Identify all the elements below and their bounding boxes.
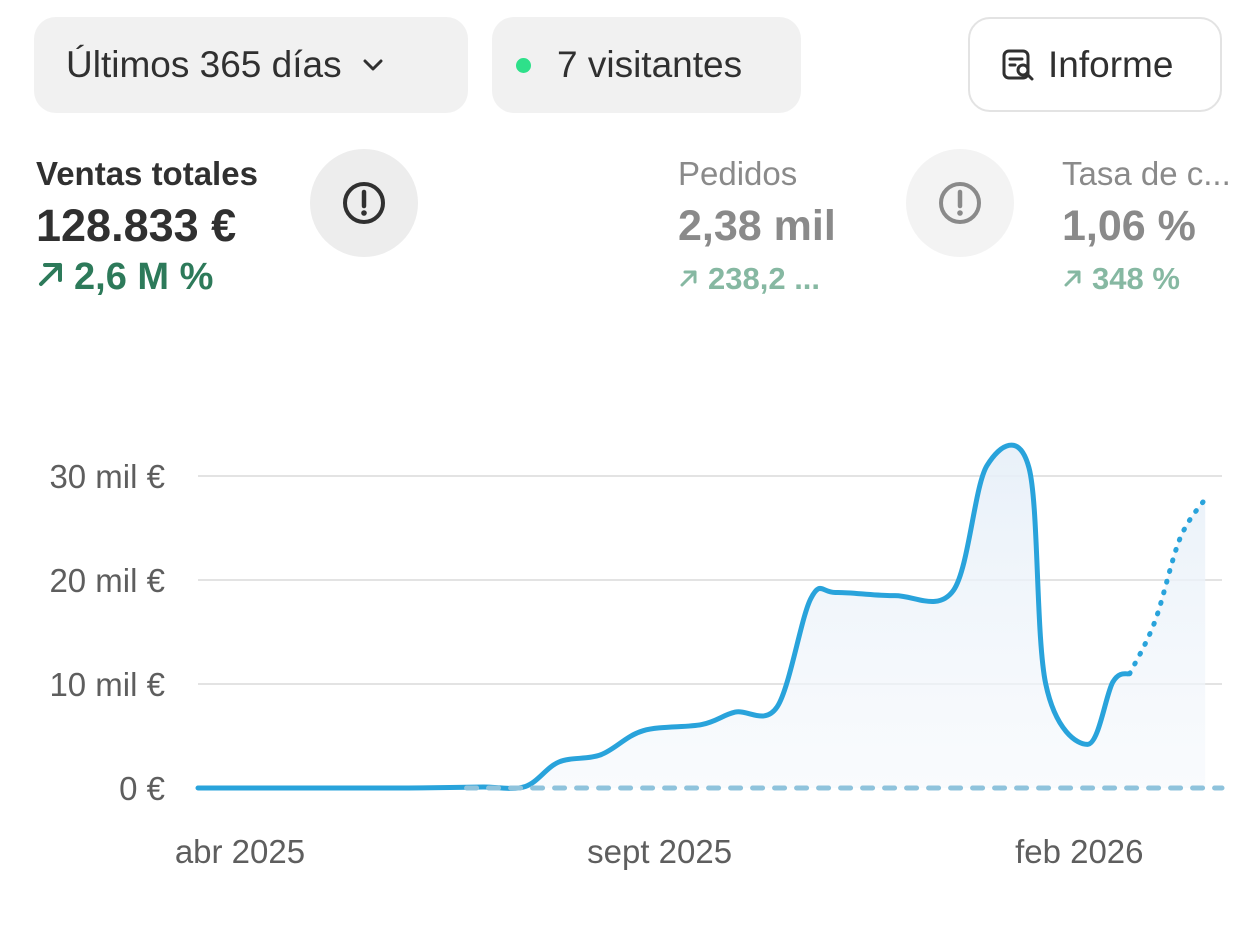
report-label: Informe bbox=[1048, 43, 1174, 85]
arrow-up-right-icon bbox=[36, 255, 66, 299]
y-tick-label: 10 mil € bbox=[49, 666, 165, 703]
metric-change: 238,2 ... bbox=[678, 257, 836, 301]
metric-change-value: 2,6 M % bbox=[74, 256, 214, 298]
date-range-dropdown[interactable]: Últimos 365 días bbox=[34, 17, 468, 113]
y-tick-label: 0 € bbox=[119, 770, 165, 807]
visitors-label: 7 visitantes bbox=[557, 44, 743, 85]
sales-projection-line bbox=[1127, 496, 1208, 677]
metric-change: 2,6 M % bbox=[36, 255, 258, 299]
metric-orders[interactable]: Pedidos 2,38 mil 238,2 ... bbox=[678, 155, 836, 301]
metric-total-sales[interactable]: Ventas totales 128.833 € 2,6 M % bbox=[36, 155, 258, 299]
sales-area-fill bbox=[198, 445, 1206, 789]
metric-change: 348 % bbox=[1062, 257, 1250, 301]
x-tick-label: feb 2026 bbox=[1015, 833, 1143, 870]
metric-label: Ventas totales bbox=[36, 155, 258, 192]
metric-change-value: 238,2 ... bbox=[708, 261, 821, 296]
date-range-label: Últimos 365 días bbox=[66, 44, 342, 85]
info-button-sales[interactable] bbox=[310, 149, 418, 257]
info-icon bbox=[939, 182, 981, 224]
sales-series-line bbox=[195, 442, 1133, 791]
metric-conversion-rate[interactable]: Tasa de c... 1,06 % 348 % bbox=[1062, 155, 1250, 301]
y-tick-label: 20 mil € bbox=[49, 562, 165, 599]
metric-label: Pedidos bbox=[678, 155, 798, 192]
metric-value: 128.833 € bbox=[36, 200, 237, 251]
report-search-icon bbox=[1000, 47, 1036, 83]
x-tick-label: sept 2025 bbox=[587, 833, 732, 870]
report-button[interactable]: Informe bbox=[968, 17, 1222, 112]
info-icon bbox=[343, 182, 385, 224]
info-button-orders[interactable] bbox=[906, 149, 1014, 257]
metric-label: Tasa de c... bbox=[1062, 155, 1231, 192]
x-tick-label: abr 2025 bbox=[175, 833, 305, 870]
metric-value: 1,06 % bbox=[1062, 202, 1196, 250]
arrow-up-right-icon bbox=[678, 257, 700, 301]
metric-value: 2,38 mil bbox=[678, 202, 836, 250]
metric-change-value: 348 % bbox=[1092, 261, 1180, 296]
live-visitors-button[interactable]: 7 visitantes bbox=[492, 17, 801, 113]
live-status-dot bbox=[516, 57, 531, 73]
y-tick-label: 30 mil € bbox=[49, 458, 165, 495]
chevron-down-icon bbox=[360, 52, 386, 78]
sales-line-chart[interactable]: 0 € 10 mil € 20 mil € 30 mil € abr 2025 sept… bbox=[0, 400, 1250, 900]
arrow-up-right-icon bbox=[1062, 257, 1084, 301]
